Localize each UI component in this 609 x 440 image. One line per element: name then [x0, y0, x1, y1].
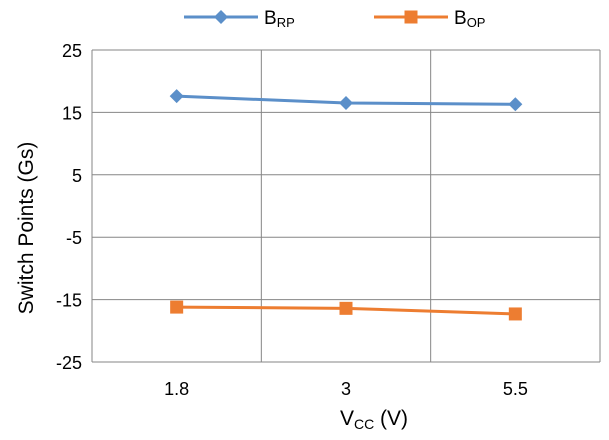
x-tick-label: 5.5	[503, 379, 528, 399]
legend-label-main: B	[454, 8, 467, 29]
series-bop	[170, 300, 522, 321]
x-tick-label: 1.8	[164, 379, 189, 399]
series-layer	[169, 89, 523, 321]
legend-label-main: B	[264, 8, 277, 29]
y-tick-label: -15	[56, 291, 82, 311]
legend-label: BOP	[454, 8, 485, 30]
data-point	[169, 89, 184, 104]
grid-lines	[91, 49, 601, 363]
y-tick-labels: 25 15 5 -5 -15 -25	[56, 41, 82, 373]
y-tick-label: -25	[56, 353, 82, 373]
data-point	[339, 301, 353, 315]
data-point	[508, 307, 522, 321]
x-tick-labels: 1.8 3 5.5	[164, 379, 528, 399]
x-axis-label-main: V	[340, 407, 354, 430]
legend-label-sub: RP	[277, 15, 295, 30]
x-axis-label-unit: (V)	[374, 407, 408, 430]
y-tick-label: 5	[72, 166, 82, 186]
data-point	[339, 96, 353, 111]
data-point	[508, 97, 523, 112]
x-axis-label-sub: CC	[354, 416, 374, 432]
legend: BRP BOP	[184, 8, 485, 30]
x-axis-label: VCC (V)	[340, 407, 408, 432]
legend-label-sub: OP	[467, 15, 486, 30]
y-axis-label: Switch Points (Gs)	[15, 142, 38, 315]
y-tick-label: 15	[62, 103, 82, 123]
legend-item-brp: BRP	[184, 8, 295, 30]
legend-marker	[404, 10, 418, 24]
y-tick-label: 25	[62, 41, 82, 61]
series-brp	[169, 89, 523, 112]
x-tick-label: 3	[341, 379, 351, 399]
legend-marker	[214, 10, 228, 24]
y-tick-label: -5	[66, 228, 82, 248]
legend-item-bop: BOP	[374, 8, 485, 30]
data-point	[170, 300, 184, 314]
legend-label: BRP	[264, 8, 295, 30]
